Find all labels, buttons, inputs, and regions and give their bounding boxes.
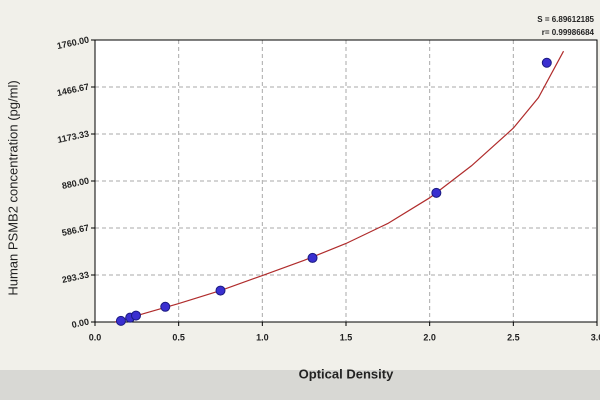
x-tick-label: 1.5 xyxy=(340,332,353,342)
bottom-strip xyxy=(0,370,600,400)
data-point xyxy=(130,310,141,321)
data-point xyxy=(431,187,442,198)
y-tick-label: 1466.67 xyxy=(56,81,90,98)
annotation: r= 0.99986684 xyxy=(542,28,595,37)
data-point xyxy=(215,285,226,296)
data-point xyxy=(541,57,552,68)
plot-frame xyxy=(94,39,598,323)
y-axis-label: Human PSMB2 concentration (pg/ml) xyxy=(5,80,20,295)
x-axis-label: Optical Density xyxy=(299,366,394,381)
y-tick-label: 880.00 xyxy=(61,175,90,191)
annotation: S = 6.89612185 xyxy=(537,15,594,24)
x-tick-label: 1.0 xyxy=(256,332,269,342)
x-tick-label: 3.0 xyxy=(591,332,600,342)
y-tick-label: 293.33 xyxy=(61,269,90,285)
y-tick-label: 1173.33 xyxy=(56,128,89,144)
data-point xyxy=(307,252,318,263)
fit-curve xyxy=(114,50,565,323)
y-tick-label: 586.67 xyxy=(61,222,90,238)
x-tick-label: 0.0 xyxy=(89,332,102,342)
y-tick-label: 0.00 xyxy=(71,316,90,329)
x-tick-label: 0.5 xyxy=(172,332,185,342)
x-tick-label: 2.5 xyxy=(507,332,520,342)
x-tick-label: 2.0 xyxy=(423,332,436,342)
data-point xyxy=(115,315,126,326)
y-tick-label: 1760.00 xyxy=(56,34,90,51)
data-point xyxy=(160,301,171,312)
